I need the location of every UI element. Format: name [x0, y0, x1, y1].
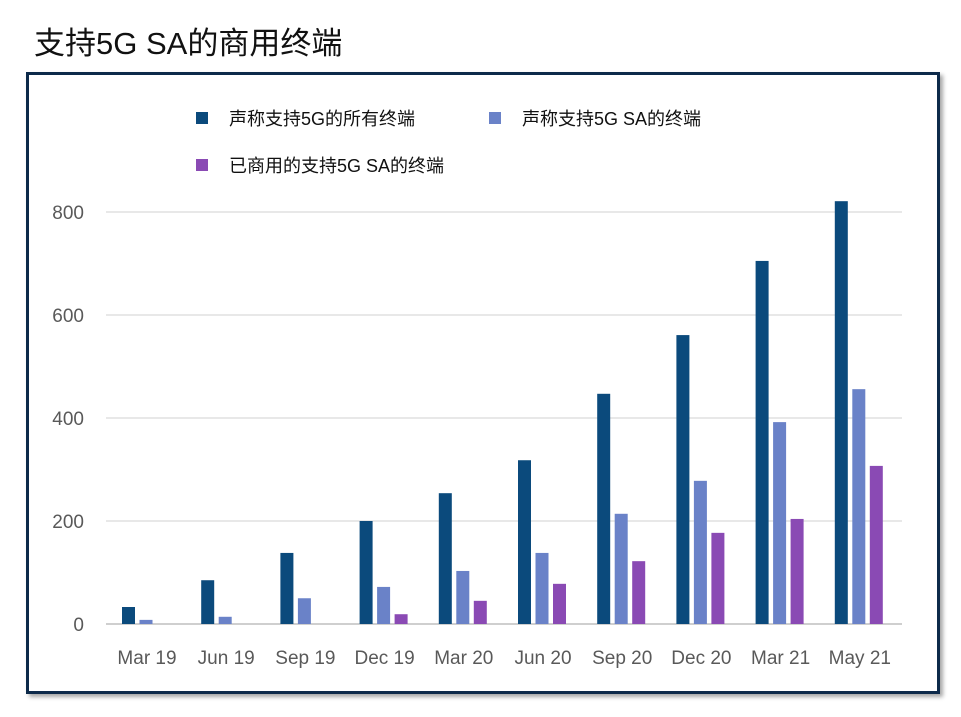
x-tick-label: Sep 19	[275, 648, 335, 669]
bar-1	[518, 460, 531, 624]
x-tick-label: Mar 21	[751, 648, 810, 669]
bar-3	[473, 600, 487, 624]
legend-label: 声称支持5G的所有终端	[229, 109, 415, 129]
bar-2	[535, 552, 549, 624]
y-tick-label: 400	[52, 409, 84, 430]
bar-1	[280, 552, 294, 624]
legend-swatch	[489, 112, 501, 124]
bar-3	[632, 561, 646, 624]
bar-1	[834, 201, 848, 624]
legend-label: 已商用的支持5G SA的终端	[229, 156, 444, 176]
legend-label: 声称支持5G SA的终端	[522, 109, 701, 129]
bar-2	[693, 480, 707, 624]
bar-2	[218, 616, 232, 624]
bar-3	[553, 583, 566, 624]
bar-1	[122, 607, 135, 624]
bar-1	[755, 260, 769, 624]
legend-swatch	[196, 159, 208, 171]
y-tick-label: 600	[52, 306, 84, 327]
bar-3	[394, 614, 408, 624]
x-tick-label: Jun 19	[198, 648, 255, 669]
bar-2	[377, 586, 391, 624]
page-title: 支持5G SA的商用终端	[34, 26, 343, 61]
x-tick-label: Dec 19	[354, 648, 414, 669]
x-tick-label: Mar 19	[117, 648, 176, 669]
x-tick-label: Mar 20	[434, 648, 493, 669]
x-tick-label: Jun 20	[514, 648, 571, 669]
bar-1	[201, 580, 215, 624]
x-tick-label: Dec 20	[671, 648, 731, 669]
bar-2	[297, 598, 311, 624]
bar-2	[773, 422, 787, 624]
bar-3	[869, 465, 883, 624]
bar-1	[359, 521, 373, 624]
bar-1	[597, 393, 611, 624]
x-tick-label: May 21	[829, 648, 891, 669]
bar-2	[139, 619, 153, 624]
y-tick-label: 0	[73, 615, 84, 636]
bar-3	[790, 518, 804, 624]
chart-frame	[26, 72, 940, 694]
bar-1	[676, 335, 690, 624]
bar-1	[438, 493, 452, 624]
bar-3	[711, 532, 725, 624]
y-tick-label: 800	[52, 203, 84, 224]
bar-2	[852, 389, 866, 624]
x-tick-label: Sep 20	[592, 648, 652, 669]
legend-swatch	[196, 112, 208, 124]
bar-2	[456, 570, 470, 624]
bar-2	[614, 513, 628, 624]
y-tick-label: 200	[52, 512, 84, 533]
